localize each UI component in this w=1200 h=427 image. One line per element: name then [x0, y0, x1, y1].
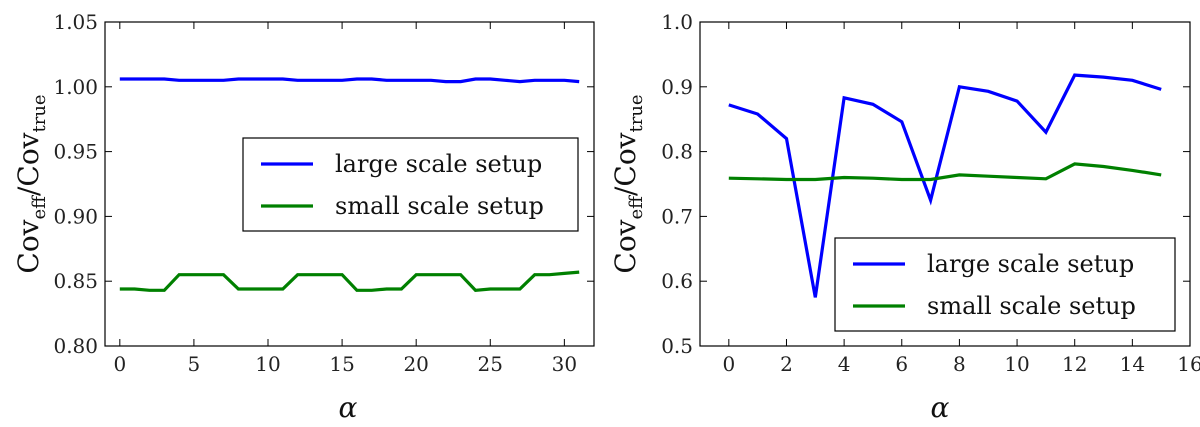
x-tick-label: 4	[838, 352, 851, 376]
y-tick-label: 1.0	[661, 10, 693, 34]
y-axis-label-slash: /	[609, 186, 642, 196]
y-tick-label: 0.6	[661, 269, 693, 293]
series-line-small-scale-setup	[728, 162, 1162, 182]
plot-frame	[104, 21, 595, 347]
y-axis-label-cov2: Cov	[12, 132, 45, 186]
x-tick-label: 0	[722, 352, 735, 376]
y-axis-label-cov: Cov	[12, 219, 45, 273]
y-axis-label: Coveff/Covtrue	[609, 94, 647, 273]
y-axis-label-sub-eff: eff	[626, 195, 647, 220]
y-axis-label-cov2: Cov	[609, 132, 642, 186]
x-tick-label: 6	[895, 352, 908, 376]
y-tick-label: 0.90	[53, 204, 98, 228]
legend: large scale setup small scale setup	[242, 137, 579, 232]
x-tick-label: 12	[1062, 352, 1087, 376]
plot-frame	[699, 21, 1191, 347]
y-tick-label: 1.05	[53, 10, 98, 34]
x-tick-label: 15	[329, 352, 354, 376]
y-tick-label: 0.5	[661, 334, 693, 358]
y-tick-label: 0.7	[661, 204, 693, 228]
y-axis-label: Coveff/Covtrue	[12, 94, 50, 273]
x-tick-label: 30	[552, 352, 577, 376]
legend-box	[834, 237, 1176, 332]
legend: large scale setup small scale setup	[834, 237, 1176, 332]
x-axis-label: α	[339, 391, 358, 424]
x-tick-label: 10	[1004, 352, 1029, 376]
x-tick-label: 10	[255, 352, 280, 376]
x-tick-label: 16	[1177, 352, 1200, 376]
x-tick-label: 14	[1120, 352, 1145, 376]
x-tick-label: 8	[953, 352, 966, 376]
series-line-large-scale-setup	[119, 77, 580, 84]
y-tick-label: 0.8	[661, 140, 693, 164]
y-tick-label: 1.00	[53, 75, 98, 99]
y-tick-label: 0.95	[53, 140, 98, 164]
legend-label: small scale setup	[927, 292, 1136, 320]
chart-1: 0 5 10 15 20 25 30 0.80 0.85 0.90 0.95 1.00 1.05 α Cov…	[12, 10, 595, 424]
x-tick-label: 0	[113, 352, 126, 376]
series-line-large-scale-setup	[728, 73, 1162, 298]
x-tick-label: 5	[188, 352, 201, 376]
legend-label: small scale setup	[335, 192, 544, 220]
y-axis-label-sub-eff: eff	[29, 195, 50, 220]
y-tick-label: 0.85	[53, 269, 98, 293]
x-tick-label: 25	[478, 352, 503, 376]
y-tick-label: 0.9	[661, 75, 693, 99]
x-tick-label: 20	[403, 352, 428, 376]
y-axis-label-sub-true: true	[626, 94, 647, 132]
series-line-small-scale-setup	[119, 270, 580, 292]
y-axis-label-cov: Cov	[609, 219, 642, 273]
x-axis-label: α	[931, 391, 950, 424]
legend-label: large scale setup	[927, 250, 1134, 278]
chart-2: 0 2 4 6 8 10 12 14 160.50.60.70.80.91.0αCoveff/C…	[609, 10, 1200, 424]
legend-label: large scale setup	[335, 150, 542, 178]
y-tick-label: 0.80	[53, 334, 98, 358]
y-axis-label-sub-true: true	[29, 94, 50, 132]
y-axis-label-slash: /	[12, 186, 45, 196]
legend-box	[242, 137, 579, 232]
x-tick-label: 2	[780, 352, 793, 376]
